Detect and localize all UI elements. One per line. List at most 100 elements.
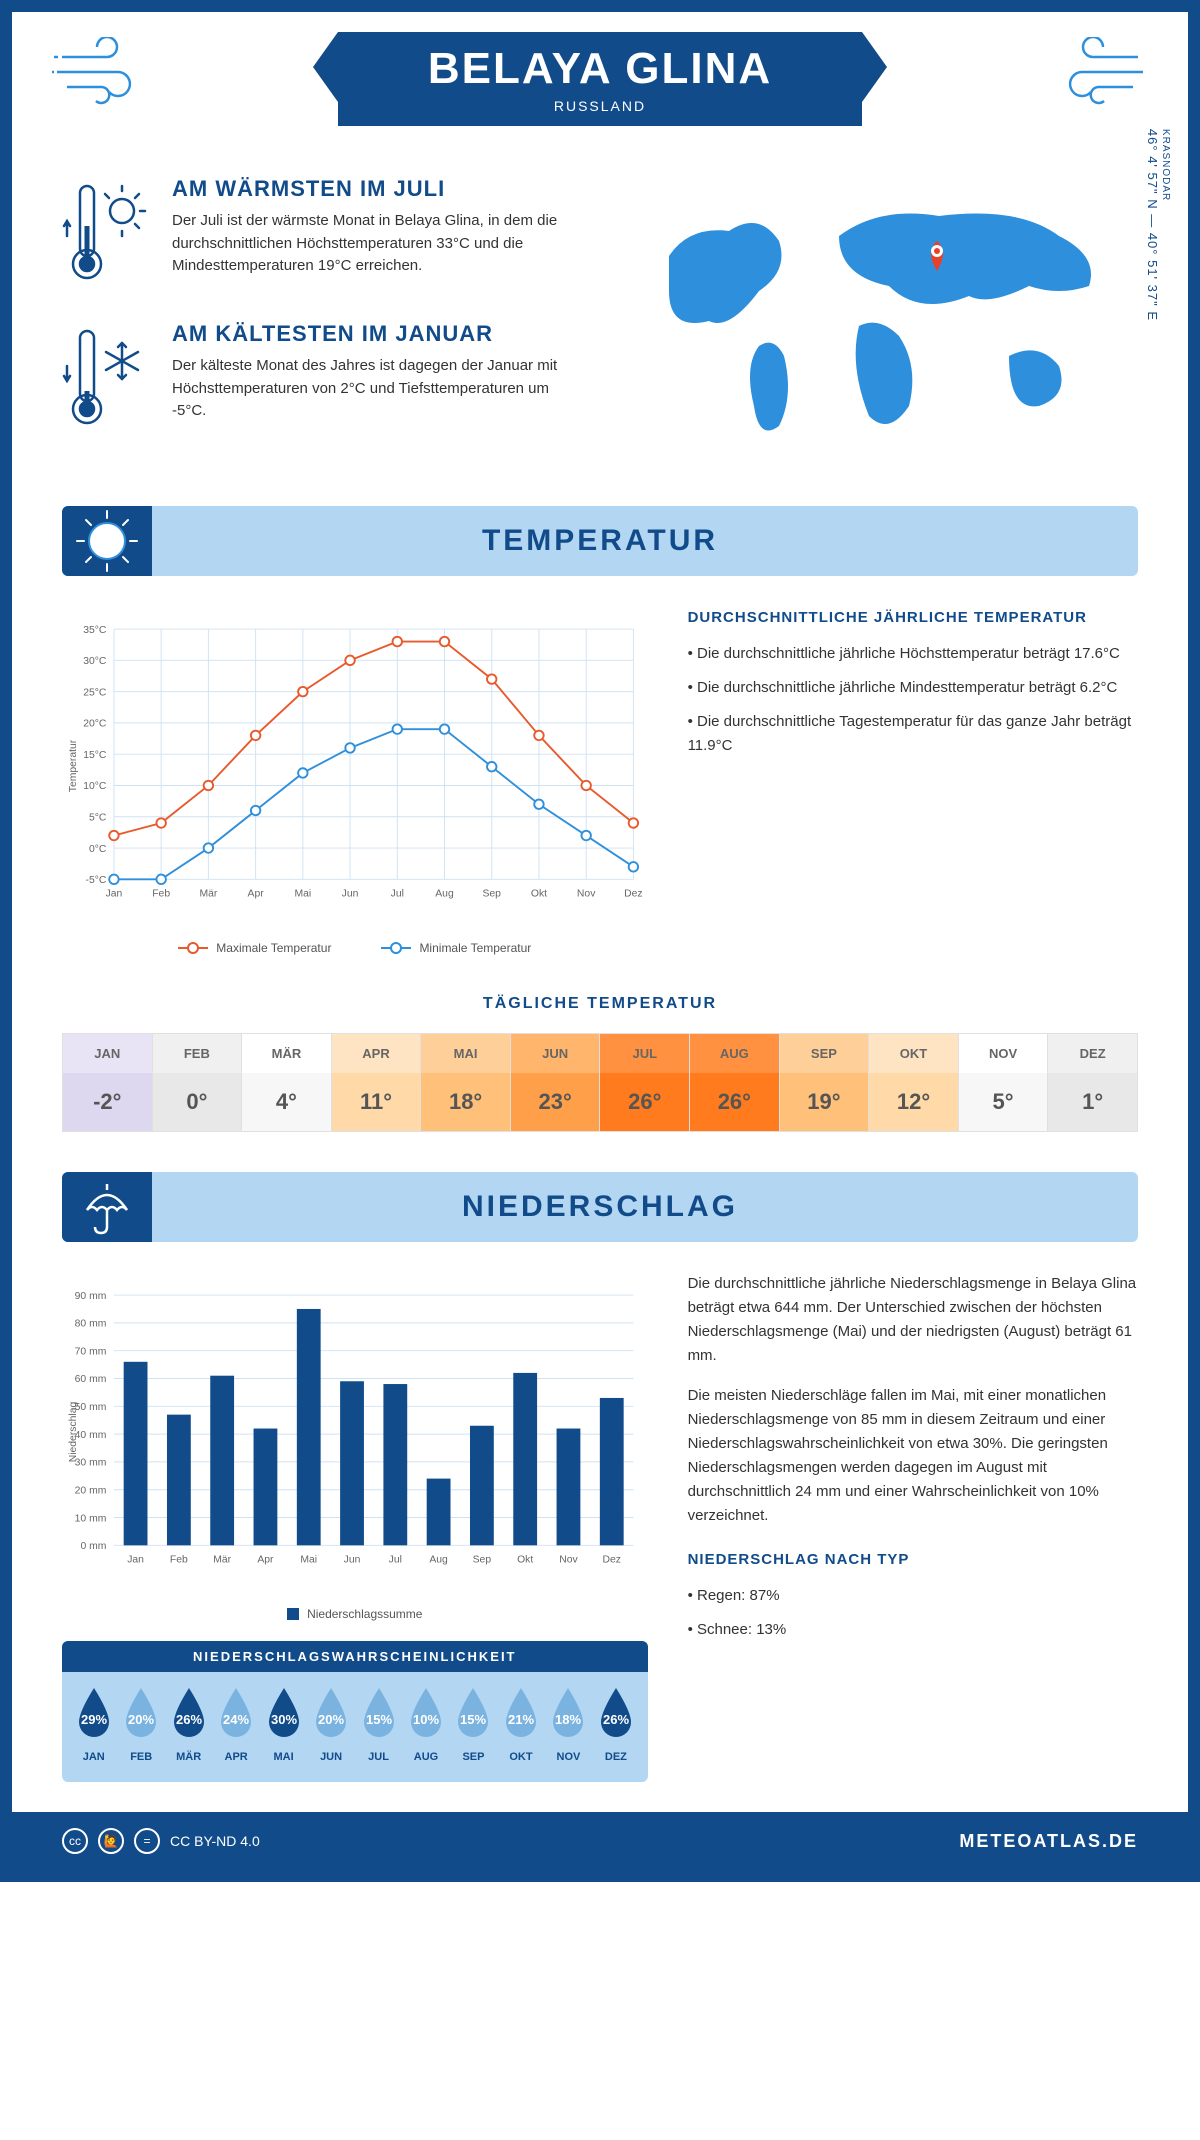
coldest-text: AM KÄLTESTEN IM JANUAR Der kälteste Mona…: [172, 321, 580, 436]
svg-text:21%: 21%: [508, 1712, 534, 1727]
precip-section-header: NIEDERSCHLAG: [62, 1172, 1138, 1242]
infographic-page: BELAYA GLINA RUSSLAND AM WÄRMSTEN IM JUL…: [0, 0, 1200, 1882]
raindrop-icon: 15%: [356, 1684, 402, 1740]
svg-text:Okt: Okt: [517, 1554, 533, 1565]
coldest-heading: AM KÄLTESTEN IM JANUAR: [172, 321, 580, 347]
svg-text:Okt: Okt: [531, 888, 547, 899]
legend-max: .legend-item:nth-child(1) .legend-line::…: [178, 941, 331, 955]
temp-bullet: Die durchschnittliche Tagestemperatur fü…: [688, 710, 1138, 758]
temp-cell: SEP19°: [780, 1034, 870, 1131]
svg-text:30%: 30%: [271, 1712, 297, 1727]
svg-text:40 mm: 40 mm: [75, 1430, 107, 1441]
svg-text:Dez: Dez: [624, 888, 642, 899]
svg-text:25°C: 25°C: [83, 687, 107, 698]
svg-text:Sep: Sep: [473, 1554, 492, 1565]
drop-month: MAI: [260, 1751, 307, 1763]
svg-text:Mai: Mai: [294, 888, 311, 899]
svg-text:20%: 20%: [318, 1712, 344, 1727]
temp-cell-month: MÄR: [242, 1034, 331, 1073]
temp-heading: TEMPERATUR: [482, 524, 718, 557]
svg-text:10°C: 10°C: [83, 781, 107, 792]
temp-cell-month: JAN: [63, 1034, 152, 1073]
temp-cell-month: APR: [332, 1034, 421, 1073]
drop-month: MÄR: [165, 1751, 212, 1763]
drop-cell: 20%JUN: [307, 1684, 354, 1763]
temp-chart-row: -5°C0°C5°C10°C15°C20°C25°C30°C35°CJanFeb…: [12, 576, 1188, 985]
daily-temp-table: JAN-2°FEB0°MÄR4°APR11°MAI18°JUN23°JUL26°…: [62, 1033, 1138, 1132]
svg-text:Niederschlag: Niederschlag: [68, 1401, 79, 1462]
drop-month: DEZ: [592, 1751, 639, 1763]
svg-text:Mai: Mai: [300, 1554, 317, 1565]
temp-cell-value: 26°: [600, 1073, 689, 1131]
temp-cell: MAI18°: [421, 1034, 511, 1131]
drop-month: OKT: [497, 1751, 544, 1763]
svg-text:Jul: Jul: [389, 1554, 402, 1565]
page-subtitle: RUSSLAND: [428, 98, 772, 114]
svg-text:0°C: 0°C: [89, 844, 107, 855]
sun-icon: [62, 506, 152, 576]
temp-summary-heading: DURCHSCHNITTLICHE JÄHRLICHE TEMPERATUR: [688, 606, 1138, 630]
drop-month: APR: [212, 1751, 259, 1763]
drop-cell: 15% SEP: [450, 1684, 497, 1763]
title-banner: BELAYA GLINA RUSSLAND: [338, 32, 862, 126]
svg-text:Mär: Mär: [213, 1554, 231, 1565]
raindrop-icon: 20%: [308, 1684, 354, 1740]
temp-cell-month: OKT: [869, 1034, 958, 1073]
warmest-heading: AM WÄRMSTEN IM JULI: [172, 176, 580, 202]
raindrop-icon: 15%: [450, 1684, 496, 1740]
raindrop-icon: 18%: [545, 1684, 591, 1740]
svg-text:29%: 29%: [81, 1712, 107, 1727]
svg-text:20%: 20%: [128, 1712, 154, 1727]
raindrop-icon: 21%: [498, 1684, 544, 1740]
drop-cell: 26% MÄR: [165, 1684, 212, 1763]
footer-site: METEOATLAS.DE: [959, 1831, 1138, 1852]
temp-section-header: TEMPERATUR: [62, 506, 1138, 576]
drop-month: JUL: [355, 1751, 402, 1763]
drop-cell: 24%APR: [212, 1684, 259, 1763]
temp-cell-month: SEP: [780, 1034, 869, 1073]
umbrella-icon: [62, 1172, 152, 1242]
svg-text:Apr: Apr: [248, 888, 265, 899]
drop-cell: 29%JAN: [70, 1684, 117, 1763]
temp-cell-value: 5°: [959, 1073, 1048, 1131]
intro-section: AM WÄRMSTEN IM JULI Der Juli ist der wär…: [12, 156, 1188, 506]
drop-cell: 10%AUG: [402, 1684, 449, 1763]
wind-icon: [52, 37, 162, 112]
drop-cell: 30% MAI: [260, 1684, 307, 1763]
temp-cell-value: 4°: [242, 1073, 331, 1131]
svg-text:20°C: 20°C: [83, 719, 107, 730]
temp-cell-value: 23°: [511, 1073, 600, 1131]
temp-cell-month: JUN: [511, 1034, 600, 1073]
precip-type-bullet: Regen: 87%: [688, 1584, 1138, 1608]
nd-icon: =: [134, 1828, 160, 1854]
temp-cell-month: AUG: [690, 1034, 779, 1073]
legend-precip-label: Niederschlagssumme: [307, 1607, 422, 1621]
drop-month: AUG: [402, 1751, 449, 1763]
svg-text:-5°C: -5°C: [86, 875, 107, 886]
svg-text:Nov: Nov: [559, 1554, 578, 1565]
raindrop-icon: 26%: [166, 1684, 212, 1740]
temp-cell-month: NOV: [959, 1034, 1048, 1073]
temp-cell: DEZ1°: [1048, 1034, 1137, 1131]
license-text: CC BY-ND 4.0: [170, 1833, 260, 1849]
svg-text:Jun: Jun: [342, 888, 359, 899]
svg-text:15%: 15%: [366, 1712, 392, 1727]
temp-cell-month: JUL: [600, 1034, 689, 1073]
temp-bullet: Die durchschnittliche jährliche Höchstte…: [688, 642, 1138, 666]
footer-license: cc 🙋 = CC BY-ND 4.0: [62, 1828, 260, 1854]
temp-cell-value: 19°: [780, 1073, 869, 1131]
drop-month: SEP: [450, 1751, 497, 1763]
precip-type-heading: NIEDERSCHLAG NACH TYP: [688, 1548, 1138, 1572]
svg-text:18%: 18%: [555, 1712, 581, 1727]
legend-precip: Niederschlagssumme: [287, 1607, 422, 1621]
svg-text:Nov: Nov: [577, 888, 596, 899]
temp-bullet: Die durchschnittliche jährliche Mindestt…: [688, 676, 1138, 700]
svg-text:Jan: Jan: [106, 888, 123, 899]
precip-text-2: Die meisten Niederschläge fallen im Mai,…: [688, 1384, 1138, 1528]
thermometer-cold-icon: [62, 321, 152, 436]
coordinates: KRASNODAR 46° 4' 57" N — 40° 51' 37" E: [1145, 129, 1171, 321]
legend-max-label: Maximale Temperatur: [216, 941, 331, 955]
svg-text:Sep: Sep: [482, 888, 501, 899]
svg-text:70 mm: 70 mm: [75, 1346, 107, 1357]
temp-cell: JUL26°: [600, 1034, 690, 1131]
